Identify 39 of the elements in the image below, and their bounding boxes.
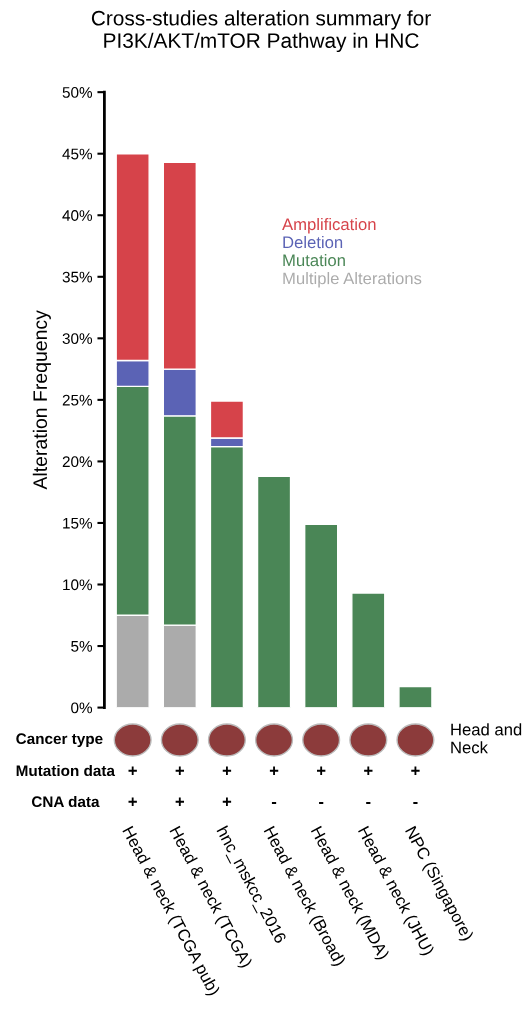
bar — [351, 592, 386, 708]
text: + — [128, 797, 137, 806]
bar — [256, 475, 292, 708]
y-tick-label: 40% — [62, 210, 93, 221]
bar — [303, 523, 339, 708]
text: + — [317, 766, 326, 775]
y-tick-label: 15% — [63, 517, 93, 529]
chart-title: Cross-studies alteration summary for PI3K/AKT/mTOR Pathway in HNC — [91, 10, 431, 53]
text: + — [411, 766, 420, 775]
text: Amplification — [282, 217, 376, 234]
y-tick-label: 50% — [62, 87, 93, 98]
text: - — [271, 801, 277, 804]
text: Head and Neck — [451, 723, 522, 754]
text: - — [413, 801, 418, 804]
text: Deletion — [283, 235, 343, 249]
text: + — [175, 797, 184, 806]
y-tick-label: 10% — [63, 579, 93, 591]
text: CNA data — [31, 795, 100, 808]
text: Cancer type — [16, 733, 103, 748]
text: + — [175, 766, 184, 775]
y-tick-label: 0% — [71, 702, 93, 714]
text: + — [269, 766, 279, 775]
text: + — [128, 766, 137, 775]
text: Multiple Alterations — [283, 272, 422, 288]
bar — [398, 685, 433, 708]
y-tick-label: 30% — [62, 333, 93, 345]
text: + — [222, 797, 232, 806]
text: - — [319, 801, 324, 804]
text: Mutation data — [16, 764, 116, 777]
y-tick-label: 25% — [62, 394, 93, 406]
y-axis-title: Alteration Frequency — [32, 310, 51, 490]
y-tick-label: 20% — [62, 456, 93, 468]
y-tick-label: 45% — [62, 148, 93, 160]
text: + — [222, 766, 232, 775]
text: Mutation — [283, 254, 345, 267]
text: - — [366, 801, 371, 804]
text: + — [364, 766, 373, 775]
y-tick-label: 35% — [62, 271, 93, 283]
y-tick-label: 5% — [71, 640, 93, 652]
